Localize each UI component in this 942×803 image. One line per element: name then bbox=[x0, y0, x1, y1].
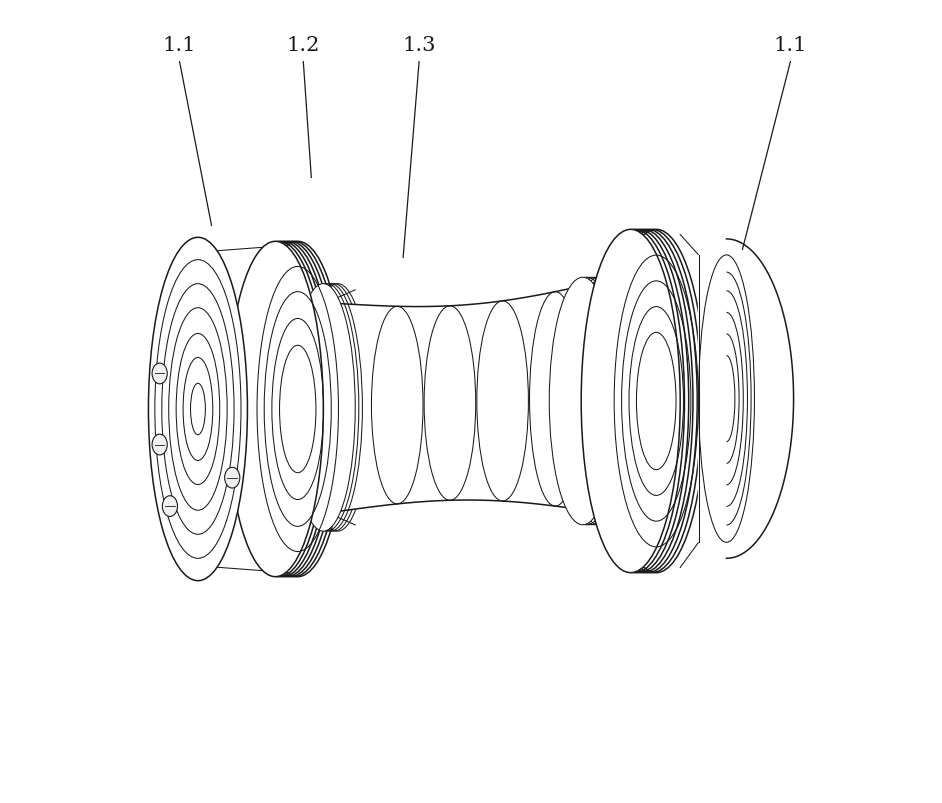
Ellipse shape bbox=[699, 255, 755, 543]
Ellipse shape bbox=[581, 230, 680, 573]
Text: 1.3: 1.3 bbox=[402, 35, 436, 55]
Ellipse shape bbox=[549, 278, 616, 525]
Text: 1.1: 1.1 bbox=[773, 35, 807, 55]
Text: 1.2: 1.2 bbox=[286, 35, 320, 55]
Text: 1.1: 1.1 bbox=[163, 35, 196, 55]
Ellipse shape bbox=[152, 364, 168, 385]
Ellipse shape bbox=[224, 467, 240, 488]
Polygon shape bbox=[699, 239, 793, 559]
Ellipse shape bbox=[152, 434, 168, 455]
Ellipse shape bbox=[149, 238, 248, 581]
Polygon shape bbox=[339, 282, 603, 513]
Ellipse shape bbox=[227, 242, 323, 577]
Ellipse shape bbox=[162, 496, 177, 517]
Ellipse shape bbox=[291, 284, 355, 532]
